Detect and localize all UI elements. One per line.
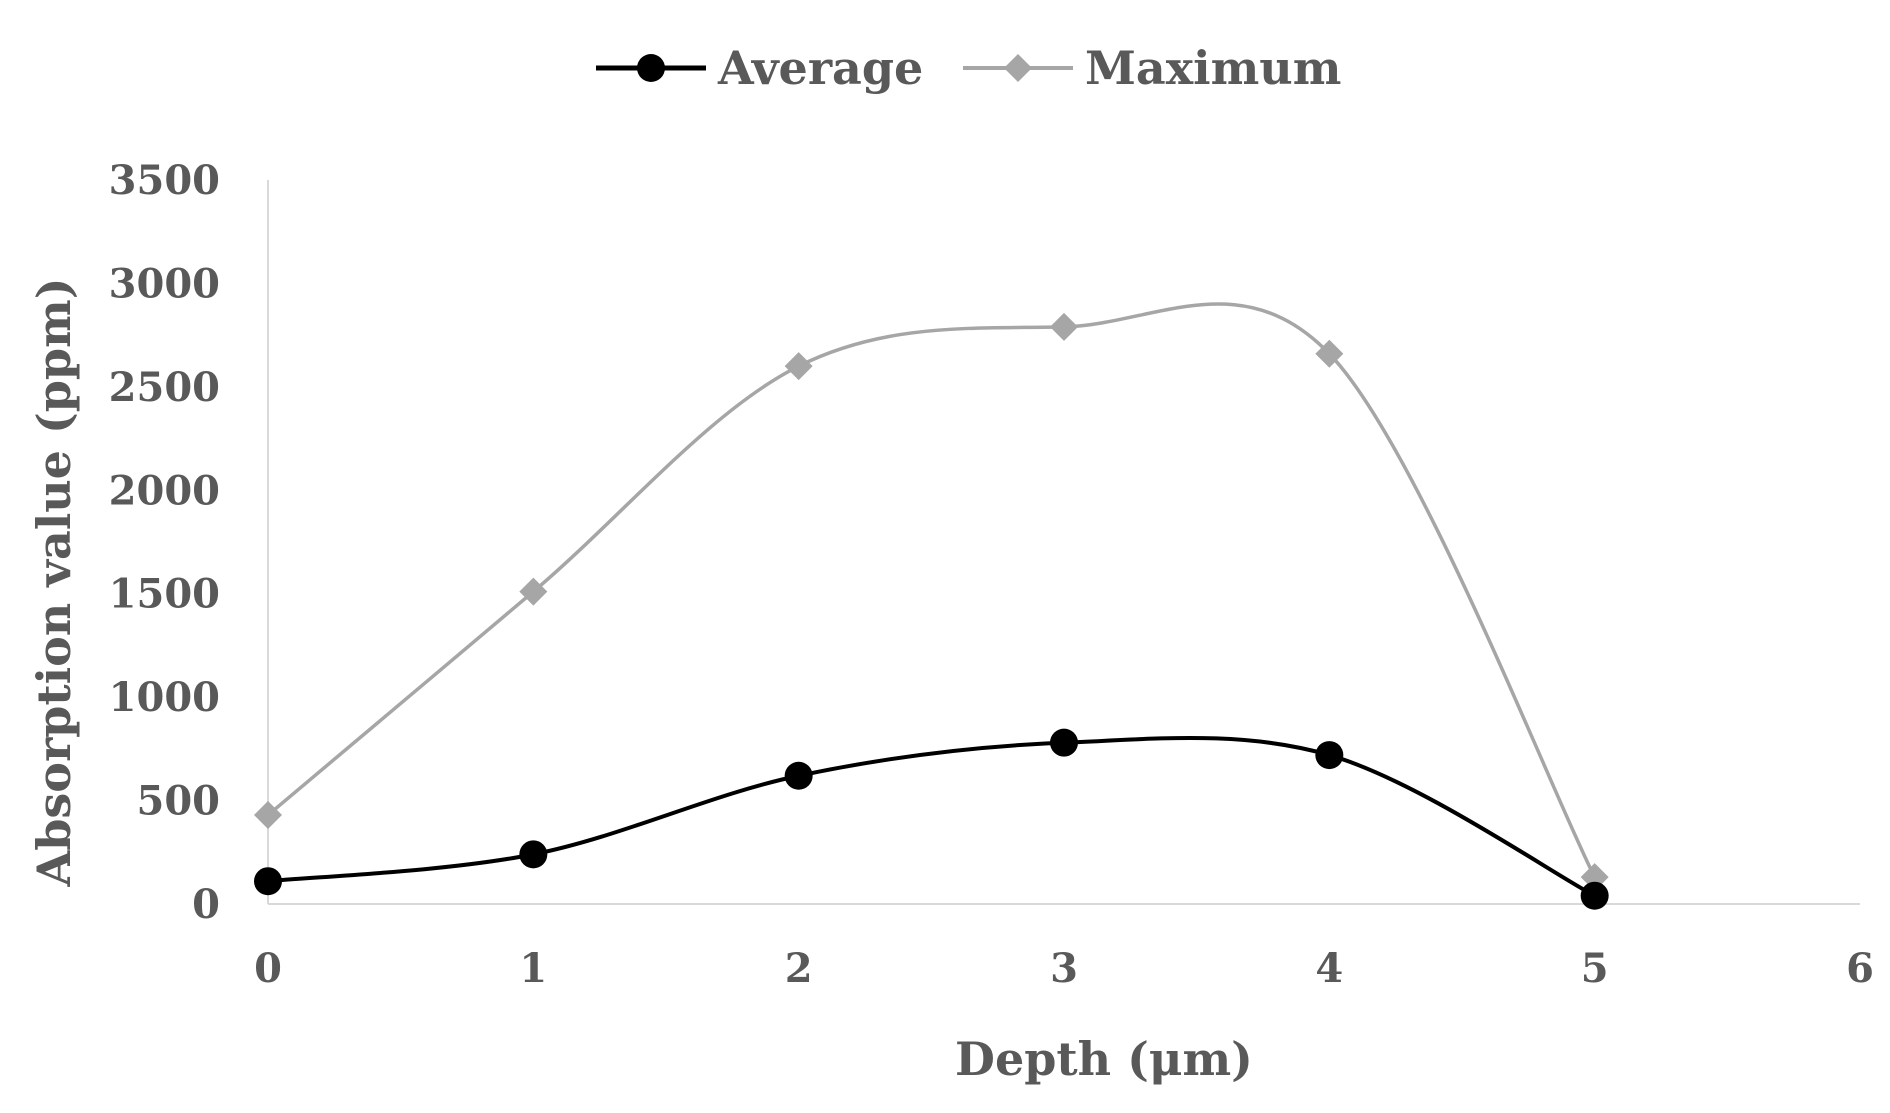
- y-tick-label: 3500: [109, 157, 220, 204]
- legend: Average Maximum: [596, 41, 1341, 95]
- series-average: [254, 728, 1609, 910]
- legend-label-average: Average: [717, 41, 923, 95]
- x-tick-label: 5: [1581, 945, 1609, 992]
- data-point-average: [784, 761, 813, 790]
- series-maximum: [254, 302, 1609, 892]
- data-point-maximum: [1050, 312, 1078, 341]
- legend-label-maximum: Maximum: [1085, 41, 1341, 95]
- series-line-maximum: [266, 302, 1597, 878]
- x-tick-label: 0: [254, 945, 282, 992]
- data-point-maximum: [784, 352, 813, 381]
- x-tick-label: 4: [1315, 945, 1343, 992]
- y-tick-label: 500: [137, 778, 221, 825]
- legend-marker-average: [637, 54, 665, 82]
- data-point-maximum: [254, 801, 282, 830]
- axes: 0 500 1000 1500 2000 2500 3000 3500 0 1 2 3 4 5 6: [109, 157, 1874, 992]
- series-layer: [254, 302, 1609, 910]
- data-point-average: [254, 867, 282, 896]
- data-point-average: [1580, 881, 1609, 910]
- y-tick-label: 0: [192, 881, 220, 928]
- x-tick-label: 6: [1846, 945, 1874, 992]
- legend-marker-maximum: [1004, 54, 1032, 82]
- data-point-average: [1315, 741, 1344, 770]
- data-point-average: [519, 840, 548, 869]
- y-tick-label: 1500: [109, 571, 220, 618]
- data-point-maximum: [1315, 339, 1344, 368]
- y-axis-title: Absorption value (ppm): [27, 278, 81, 888]
- y-tick-label: 2000: [109, 467, 220, 514]
- y-tick-label: 2500: [109, 364, 220, 411]
- y-tick-label: 1000: [109, 674, 220, 721]
- data-point-average: [1050, 728, 1078, 757]
- data-point-maximum: [519, 577, 548, 606]
- legend-item-maximum: Maximum: [963, 41, 1341, 95]
- legend-item-average: Average: [596, 41, 923, 95]
- x-axis-title: Depth (μm): [955, 1032, 1253, 1086]
- y-tick-label: 3000: [109, 260, 220, 307]
- x-tick-label: 2: [785, 945, 813, 992]
- x-tick-label: 3: [1050, 945, 1078, 992]
- x-tick-label: 1: [519, 945, 547, 992]
- series-line-average: [267, 735, 1596, 898]
